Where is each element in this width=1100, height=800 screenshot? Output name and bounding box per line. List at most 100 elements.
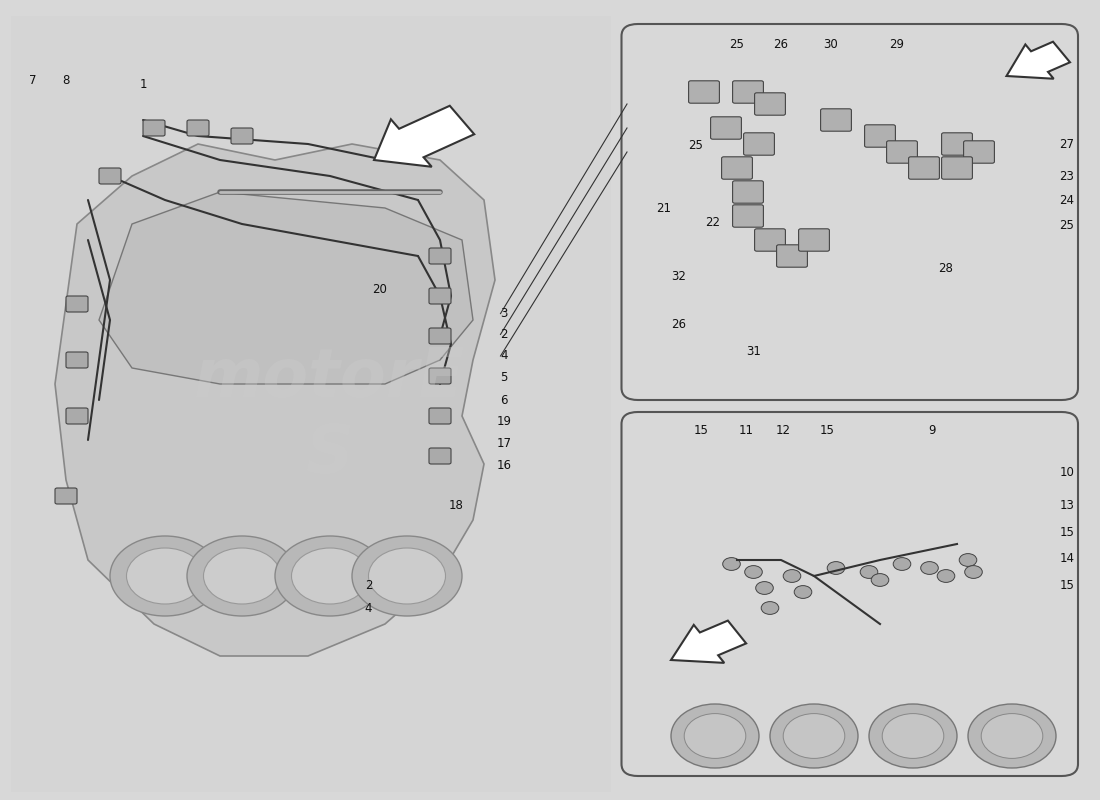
- FancyBboxPatch shape: [942, 133, 972, 155]
- Circle shape: [126, 548, 204, 604]
- Circle shape: [671, 704, 759, 768]
- Text: 1: 1: [140, 78, 146, 90]
- FancyBboxPatch shape: [733, 181, 763, 203]
- Text: 24: 24: [1059, 194, 1075, 206]
- Polygon shape: [1006, 42, 1070, 78]
- Polygon shape: [671, 621, 746, 663]
- Circle shape: [352, 536, 462, 616]
- Circle shape: [921, 562, 938, 574]
- FancyBboxPatch shape: [99, 168, 121, 184]
- Circle shape: [275, 536, 385, 616]
- Text: 6: 6: [500, 394, 507, 406]
- Circle shape: [827, 562, 845, 574]
- FancyBboxPatch shape: [66, 352, 88, 368]
- Text: 14: 14: [1059, 552, 1075, 565]
- FancyBboxPatch shape: [55, 488, 77, 504]
- FancyBboxPatch shape: [187, 120, 209, 136]
- Circle shape: [965, 566, 982, 578]
- Text: 17: 17: [496, 437, 512, 450]
- Text: 20: 20: [372, 283, 387, 296]
- FancyBboxPatch shape: [942, 157, 972, 179]
- Text: 18: 18: [449, 499, 464, 512]
- Text: 2: 2: [500, 328, 507, 341]
- Text: 27: 27: [1059, 138, 1075, 150]
- FancyBboxPatch shape: [11, 16, 1078, 792]
- Text: motorE
S: motorE S: [195, 345, 465, 487]
- FancyBboxPatch shape: [964, 141, 994, 163]
- FancyBboxPatch shape: [777, 245, 807, 267]
- Circle shape: [959, 554, 977, 566]
- Circle shape: [937, 570, 955, 582]
- Text: 21: 21: [656, 202, 671, 214]
- Circle shape: [871, 574, 889, 586]
- Circle shape: [292, 548, 368, 604]
- Text: 29: 29: [889, 38, 904, 50]
- Circle shape: [981, 714, 1043, 758]
- Text: 15: 15: [820, 424, 835, 437]
- Circle shape: [368, 548, 446, 604]
- FancyBboxPatch shape: [621, 412, 1078, 776]
- FancyBboxPatch shape: [865, 125, 895, 147]
- FancyBboxPatch shape: [689, 81, 719, 103]
- FancyBboxPatch shape: [733, 81, 763, 103]
- Text: 9: 9: [928, 424, 935, 437]
- FancyBboxPatch shape: [755, 93, 785, 115]
- Text: 19: 19: [496, 415, 512, 428]
- FancyBboxPatch shape: [429, 328, 451, 344]
- Circle shape: [794, 586, 812, 598]
- FancyBboxPatch shape: [66, 296, 88, 312]
- FancyBboxPatch shape: [621, 24, 1078, 400]
- Circle shape: [783, 714, 845, 758]
- FancyBboxPatch shape: [429, 368, 451, 384]
- Circle shape: [761, 602, 779, 614]
- FancyBboxPatch shape: [429, 288, 451, 304]
- Text: 12: 12: [776, 424, 791, 437]
- FancyBboxPatch shape: [799, 229, 829, 251]
- Text: 26: 26: [671, 318, 686, 330]
- Circle shape: [684, 714, 746, 758]
- Text: 8: 8: [63, 74, 69, 86]
- FancyBboxPatch shape: [821, 109, 851, 131]
- Text: 4: 4: [365, 602, 372, 614]
- FancyBboxPatch shape: [755, 229, 785, 251]
- Circle shape: [968, 704, 1056, 768]
- FancyBboxPatch shape: [887, 141, 917, 163]
- Polygon shape: [374, 106, 474, 166]
- Text: 16: 16: [496, 459, 512, 472]
- FancyBboxPatch shape: [711, 117, 741, 139]
- Text: 4: 4: [500, 350, 507, 362]
- Text: 31: 31: [746, 346, 761, 358]
- Text: 10: 10: [1059, 466, 1075, 478]
- Text: 26: 26: [773, 38, 789, 50]
- FancyBboxPatch shape: [909, 157, 939, 179]
- Circle shape: [756, 582, 773, 594]
- Text: 11: 11: [738, 424, 754, 437]
- FancyBboxPatch shape: [143, 120, 165, 136]
- Text: 28: 28: [938, 262, 954, 274]
- Circle shape: [860, 566, 878, 578]
- Text: 2: 2: [365, 579, 372, 592]
- FancyBboxPatch shape: [66, 408, 88, 424]
- Circle shape: [869, 704, 957, 768]
- FancyBboxPatch shape: [744, 133, 774, 155]
- Text: 32: 32: [671, 270, 686, 282]
- FancyBboxPatch shape: [429, 408, 451, 424]
- Circle shape: [187, 536, 297, 616]
- FancyBboxPatch shape: [733, 205, 763, 227]
- Text: 23: 23: [1059, 170, 1075, 182]
- Circle shape: [770, 704, 858, 768]
- Circle shape: [893, 558, 911, 570]
- Text: 7: 7: [30, 74, 36, 86]
- Text: 25: 25: [729, 38, 745, 50]
- Text: 22: 22: [705, 216, 720, 229]
- Circle shape: [882, 714, 944, 758]
- Text: 30: 30: [823, 38, 838, 50]
- Circle shape: [783, 570, 801, 582]
- Text: 15: 15: [693, 424, 708, 437]
- FancyBboxPatch shape: [231, 128, 253, 144]
- FancyBboxPatch shape: [722, 157, 752, 179]
- FancyBboxPatch shape: [429, 448, 451, 464]
- Text: 3: 3: [500, 307, 507, 320]
- FancyBboxPatch shape: [11, 16, 610, 792]
- Circle shape: [723, 558, 740, 570]
